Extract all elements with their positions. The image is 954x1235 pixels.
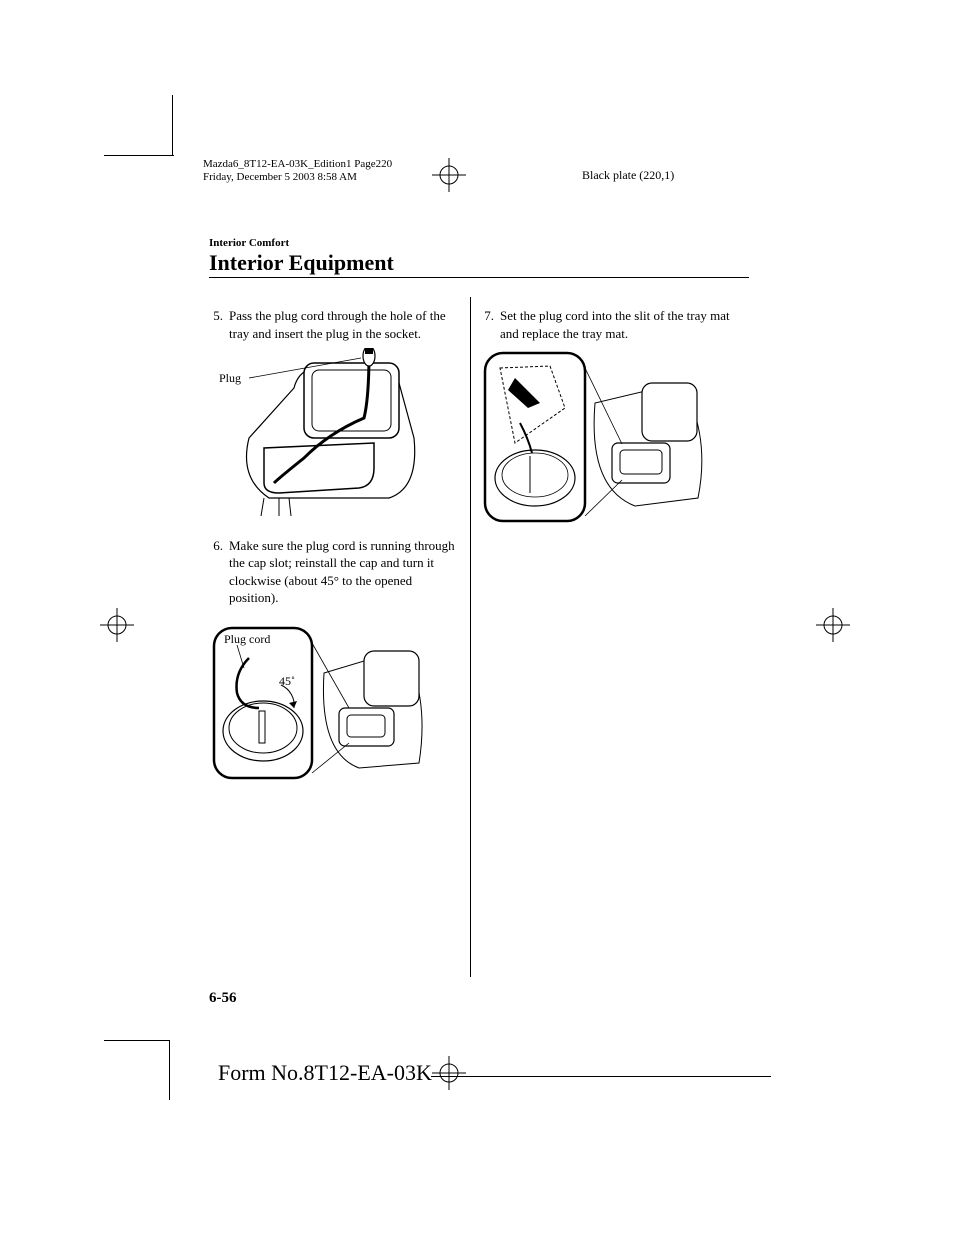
step-6: 6. Make sure the plug cord is running th… <box>209 537 464 607</box>
right-column: 7. Set the plug cord into the slit of th… <box>480 307 735 547</box>
title-rule <box>209 277 749 278</box>
figure-tray-mat <box>480 348 700 533</box>
registration-mark-icon <box>816 608 850 642</box>
step-number: 6. <box>209 537 229 607</box>
page-number: 6-56 <box>209 990 237 1007</box>
step-text: Set the plug cord into the slit of the t… <box>500 307 735 342</box>
step-7: 7. Set the plug cord into the slit of th… <box>480 307 735 342</box>
registration-mark-icon <box>100 608 134 642</box>
step-number: 5. <box>209 307 229 342</box>
doc-timestamp: Friday, December 5 2003 8:58 AM <box>203 171 392 184</box>
column-divider <box>470 297 471 977</box>
figure-label-plug: Plug <box>219 370 241 386</box>
registration-mark-icon <box>432 158 466 192</box>
form-rule <box>431 1076 771 1077</box>
crop-mark <box>104 1040 169 1041</box>
crop-mark <box>169 1040 170 1100</box>
step-text: Pass the plug cord through the hole of t… <box>229 307 464 342</box>
form-number: Form No.8T12-EA-03K <box>218 1060 432 1086</box>
step-5: 5. Pass the plug cord through the hole o… <box>209 307 464 342</box>
left-column: 5. Pass the plug cord through the hole o… <box>209 307 464 806</box>
doc-meta: Mazda6_8T12-EA-03K_Edition1 Page220 Frid… <box>203 158 392 184</box>
crop-mark <box>172 95 173 155</box>
step-number: 7. <box>480 307 500 342</box>
section-title: Interior Equipment <box>209 250 394 276</box>
doc-id: Mazda6_8T12-EA-03K_Edition1 Page220 <box>203 158 392 171</box>
black-plate-label: Black plate (220,1) <box>582 168 674 183</box>
figure-label-plug-cord: Plug cord <box>224 631 270 647</box>
section-label: Interior Comfort <box>209 237 289 249</box>
figure-plug: Plug <box>209 348 429 523</box>
figure-plug-cord: Plug cord 45˚ <box>209 613 429 793</box>
crop-mark <box>104 155 174 156</box>
registration-mark-icon <box>432 1056 466 1090</box>
step-text: Make sure the plug cord is running throu… <box>229 537 464 607</box>
figure-label-angle: 45˚ <box>279 673 295 689</box>
page: Mazda6_8T12-EA-03K_Edition1 Page220 Frid… <box>0 0 954 1235</box>
